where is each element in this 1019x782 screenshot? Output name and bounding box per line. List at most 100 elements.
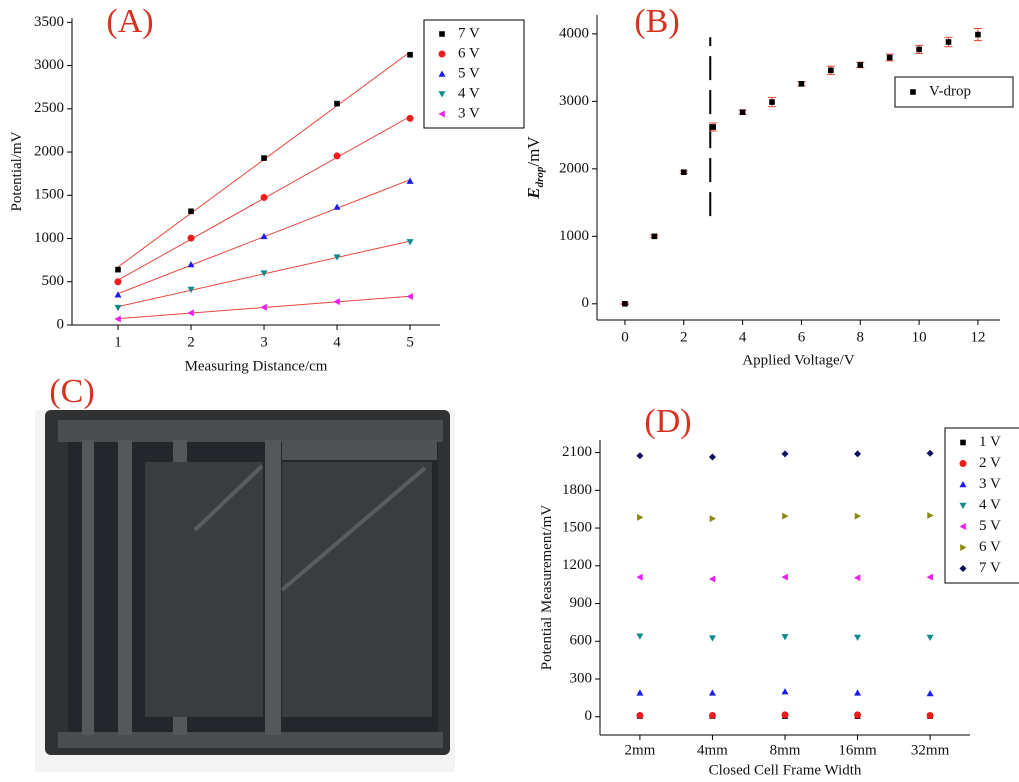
marker — [854, 711, 862, 719]
x-tick-label: 8mm — [770, 742, 801, 758]
panel-label: (C) — [49, 373, 94, 410]
x-tick-label: 2mm — [624, 742, 655, 758]
marker — [739, 109, 746, 115]
cell — [145, 462, 263, 717]
legend-marker — [910, 89, 916, 95]
marker — [114, 315, 121, 323]
marker — [708, 712, 716, 720]
marker — [636, 573, 643, 581]
marker — [945, 39, 952, 45]
x-tick-label: 32mm — [911, 742, 950, 758]
y-tick-label: 4000 — [559, 25, 589, 41]
marker — [187, 260, 195, 268]
marker — [260, 303, 267, 311]
x-tick-label: 16mm — [838, 742, 877, 758]
marker — [114, 304, 122, 312]
y-tick-label: 2100 — [562, 444, 592, 460]
marker — [406, 292, 413, 300]
marker — [769, 99, 775, 105]
chart-title: (D) — [644, 403, 691, 440]
x-tick-label: 8 — [857, 329, 865, 345]
legend-marker — [959, 481, 967, 488]
y-tick-label: 0 — [57, 316, 65, 332]
marker — [975, 31, 981, 38]
marker — [781, 573, 788, 581]
y-tick-label: 1500 — [562, 519, 592, 535]
marker — [828, 67, 834, 74]
marker — [854, 574, 861, 582]
y-tick-label: 3500 — [34, 14, 64, 30]
marker — [260, 232, 268, 240]
legend-label: 6 V — [979, 539, 1001, 555]
marker — [334, 100, 340, 107]
legend-label: 3 V — [979, 476, 1001, 492]
marker — [854, 450, 862, 458]
chart: (A) 0 500 1000 1500 2000 2500 3000 3500 1 2 3 4 5 Meas… — [9, 3, 525, 374]
legend-marker — [438, 110, 445, 118]
marker — [187, 286, 195, 294]
y-tick-label: 1200 — [562, 557, 592, 573]
y-axis-label: Edrop/mV — [524, 136, 546, 200]
marker — [333, 254, 341, 261]
marker — [926, 689, 934, 697]
marker — [781, 450, 789, 458]
marker — [926, 573, 933, 581]
marker — [115, 266, 121, 273]
marker — [114, 278, 122, 286]
divider — [282, 440, 437, 460]
legend-marker — [959, 523, 966, 530]
x-tick-label: 4mm — [697, 742, 728, 758]
tray-rim — [58, 420, 443, 442]
y-tick-label: 3000 — [34, 57, 64, 73]
marker — [188, 208, 194, 215]
marker — [636, 452, 644, 460]
legend-label: 2 V — [979, 455, 1001, 471]
marker — [926, 712, 934, 720]
marker — [798, 81, 805, 87]
marker — [406, 239, 414, 246]
y-tick-label: 1800 — [562, 482, 592, 498]
legend-marker — [438, 91, 446, 98]
legend-label: 6 V — [458, 45, 480, 61]
x-tick-label: 5 — [406, 334, 414, 350]
marker — [680, 169, 687, 176]
marker — [260, 270, 268, 277]
legend-marker — [438, 50, 446, 58]
marker — [781, 711, 789, 719]
marker — [333, 298, 340, 306]
x-axis-label: Measuring Distance/cm — [185, 358, 328, 374]
marker — [708, 453, 716, 461]
marker — [407, 51, 413, 58]
photo: (C) — [35, 373, 455, 772]
y-tick-label: 600 — [570, 633, 593, 649]
legend-marker — [959, 565, 967, 572]
chart-title: (A) — [106, 3, 153, 40]
x-tick-label: 2 — [680, 329, 688, 345]
marker — [708, 635, 716, 642]
marker — [260, 193, 268, 201]
marker — [333, 152, 341, 160]
marker — [926, 634, 934, 642]
y-axis-label-unit: /mV — [524, 136, 543, 167]
chart: (B) 0 1000 2000 3000 4000 0 2 4 6 8 10 12 Applied Vol… — [524, 3, 1014, 368]
x-axis-label: Applied Voltage/V — [742, 352, 855, 368]
marker — [636, 689, 644, 696]
x-tick-label: 6 — [798, 329, 806, 345]
marker — [916, 46, 922, 53]
marker — [187, 309, 194, 317]
x-tick-label: 4 — [333, 334, 341, 350]
x-tick-label: 4 — [739, 329, 747, 345]
x-tick-label: 1 — [114, 334, 122, 350]
y-axis-label: Potential/mV — [9, 131, 25, 211]
legend-marker — [438, 70, 446, 77]
y-tick-label: 1500 — [34, 187, 64, 203]
legend-marker — [959, 460, 967, 467]
marker — [781, 688, 789, 695]
y-tick-label: 2000 — [559, 160, 589, 176]
divider — [118, 440, 132, 735]
marker — [187, 234, 195, 242]
marker — [710, 124, 716, 130]
legend-marker — [959, 502, 967, 509]
cell — [282, 462, 432, 717]
